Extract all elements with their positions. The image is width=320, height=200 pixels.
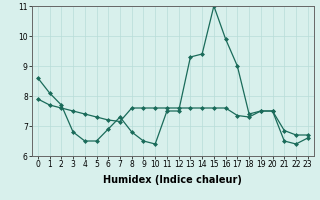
X-axis label: Humidex (Indice chaleur): Humidex (Indice chaleur) bbox=[103, 175, 242, 185]
